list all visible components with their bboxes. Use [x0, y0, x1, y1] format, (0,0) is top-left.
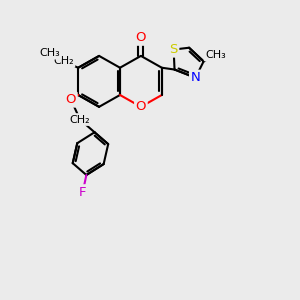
Text: O: O	[136, 31, 146, 44]
Text: F: F	[79, 186, 86, 199]
Text: CH₃: CH₃	[205, 50, 226, 60]
Text: CH₃: CH₃	[40, 48, 60, 58]
Text: S: S	[169, 43, 178, 56]
Text: N: N	[190, 71, 200, 84]
Text: CH₂: CH₂	[70, 115, 90, 124]
Text: CH₂: CH₂	[53, 56, 74, 66]
Text: O: O	[136, 100, 146, 113]
Text: O: O	[66, 93, 76, 106]
